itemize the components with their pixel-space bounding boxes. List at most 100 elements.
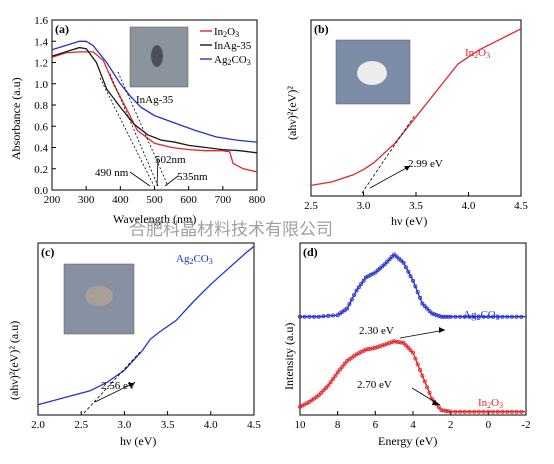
- panel-c-arrowhead: [128, 383, 134, 388]
- panel-d-series-0-point: [403, 265, 408, 270]
- panel-d-series-1-point: [323, 385, 328, 390]
- panel-d-series-0-point: [349, 297, 354, 302]
- panel-b-extrap: [361, 114, 416, 194]
- panel-d-series-0-point: [439, 314, 444, 319]
- panel-d-series-0-point: [307, 314, 312, 319]
- panel-d-series-1-point: [403, 343, 408, 348]
- panel-d-series-0-point: [385, 259, 390, 264]
- panel-d-series-1-point: [425, 385, 430, 390]
- panel-d-series-1-point: [375, 344, 380, 349]
- panel-d-series-0-point: [429, 311, 434, 316]
- panel-a-xtick-label: 700: [215, 194, 232, 206]
- panel-d-series-0-point: [420, 301, 425, 306]
- panel-d-series-0-point: [446, 314, 451, 319]
- panel-d-series-1-point: [500, 409, 505, 414]
- panel-d-series-0-point: [382, 262, 387, 267]
- panel-d-arrow-ag: [399, 329, 446, 339]
- panel-d-xtick-label: 8: [335, 419, 341, 431]
- panel-d-series-1-point: [448, 409, 453, 414]
- panel-c: 2.0 2.5 3.0 3.5 4.0 4.5 2.56 eV Ag2CO3 (c) hν…: [7, 242, 261, 448]
- panel-d-series-1-point: [481, 409, 486, 414]
- panel-d-series-0-point: [316, 314, 321, 319]
- panel-c-xtick-label: 3.5: [161, 419, 175, 431]
- panel-d-series-1-point: [439, 408, 444, 413]
- panel-b-xtick-label: 3.5: [409, 200, 423, 212]
- panel-a-extrap-1: [99, 77, 155, 187]
- panel-d-ticks: 10 8 6 4 2 0 -2: [295, 411, 531, 431]
- panel-a-ytick-label: 1.4: [34, 36, 48, 48]
- panel-d-series-0-point: [410, 278, 415, 283]
- panel-a-inset-label: InAg-35: [136, 94, 174, 106]
- panel-b-xtick-label: 4.0: [462, 200, 476, 212]
- panel-a-series-line-1: [51, 46, 258, 154]
- panel-d-series-1-point: [408, 348, 413, 353]
- panel-a-xtick-label: 200: [44, 194, 61, 206]
- panel-d-annotation-ag: 2.30 eV: [359, 325, 394, 337]
- panel-d-series-1-point: [337, 367, 342, 372]
- panel-d-xtick-label: 4: [410, 419, 416, 431]
- panel-d-label-ag2co3: Ag2CO3: [463, 309, 500, 322]
- panel-a-ytick-label: 1.2: [34, 58, 48, 70]
- panel-d-series-1-point: [486, 409, 491, 414]
- panel-d-xtick-label: 6: [373, 419, 379, 431]
- panel-a-annotation-490: 490 nm: [95, 167, 129, 179]
- panel-d-series-0-point: [396, 256, 401, 261]
- panel-d-series-0-point: [481, 314, 486, 319]
- panel-d-series-1-point: [406, 345, 411, 350]
- panel-b-arrow: [369, 165, 411, 189]
- panel-b-xtick-label: 3.0: [357, 200, 371, 212]
- panel-d-series-0-point: [330, 313, 335, 318]
- panel-d: 10 8 6 4 2 0 -2 2.30 eV 2.70 eV Ag2CO3 In2O3 (…: [282, 242, 531, 448]
- panel-d-series-0-point: [500, 314, 505, 319]
- panel-d-series-1-point: [453, 409, 458, 414]
- panel-d-series-0-point: [415, 290, 420, 295]
- panel-d-series-1-point: [505, 409, 510, 414]
- panel-d-series-1-point: [462, 409, 467, 414]
- panel-a-xtick-label: 400: [112, 194, 129, 206]
- panel-d-series-0-point: [486, 314, 491, 319]
- panel-c-series-line-0: [37, 245, 255, 406]
- panel-b-annotation: 2.99 eV: [408, 158, 443, 170]
- panel-a-ytick-label: 0.8: [34, 100, 48, 112]
- panel-d-series-1-point: [316, 393, 321, 398]
- panel-c-label: (c): [41, 245, 54, 259]
- panel-b-series-label: In2O3: [465, 47, 490, 60]
- panel-d-series-0-point: [472, 314, 477, 319]
- panel-d-series-1-point: [385, 341, 390, 346]
- panel-d-series-1-point: [509, 409, 514, 414]
- panel-a-inset-sample: [151, 45, 163, 67]
- panel-d-series-1-point: [396, 340, 401, 345]
- panel-b-xlabel: hν (eV): [391, 214, 427, 228]
- panel-a-ytick-label: 1.0: [34, 79, 48, 91]
- panel-d-series-1-point: [519, 409, 524, 414]
- panel-d-series-1-point: [394, 339, 399, 344]
- panel-d-series-1-point: [418, 367, 423, 372]
- panel-d-series-1-point: [467, 409, 472, 414]
- panel-d-series-1-point: [326, 383, 331, 388]
- panel-d-series-1-point: [387, 340, 392, 345]
- panel-d-series-1-point: [340, 364, 345, 369]
- panel-a-xlabel: Wavelength (nm): [113, 212, 196, 226]
- panel-c-arrow: [94, 382, 135, 403]
- panel-a-xtick-label: 500: [146, 194, 163, 206]
- panel-c-series: [37, 245, 255, 406]
- panel-d-series-line-0: [300, 253, 526, 318]
- panel-a-arrow-502: [156, 157, 159, 187]
- panel-d-series-1-point: [441, 408, 446, 413]
- panel-d-series-1-point: [427, 390, 432, 395]
- panel-d-series-0-point: [514, 314, 519, 319]
- panel-d-series-0-point: [373, 270, 378, 275]
- panel-a-ytick-label: 0.4: [34, 143, 48, 155]
- panel-d-series-0-point: [406, 269, 411, 274]
- panel-c-xtick-label: 2.5: [74, 419, 88, 431]
- panel-d-series-0-point: [389, 254, 394, 259]
- panel-d-series-0-point: [425, 306, 430, 311]
- panel-a-ytick-label: 0.0: [34, 185, 48, 197]
- panel-d-series-1-point: [333, 373, 338, 378]
- panel-d-series-1-point: [319, 390, 324, 395]
- panel-a-arrow-490: [129, 171, 151, 187]
- panel-d-series-0-point: [326, 313, 331, 318]
- panel-d-series: [297, 252, 526, 414]
- panel-b: 2.5 3.0 3.5 4.0 4.5 2.99 eV In2O3 (b) hν (eV…: [285, 19, 528, 228]
